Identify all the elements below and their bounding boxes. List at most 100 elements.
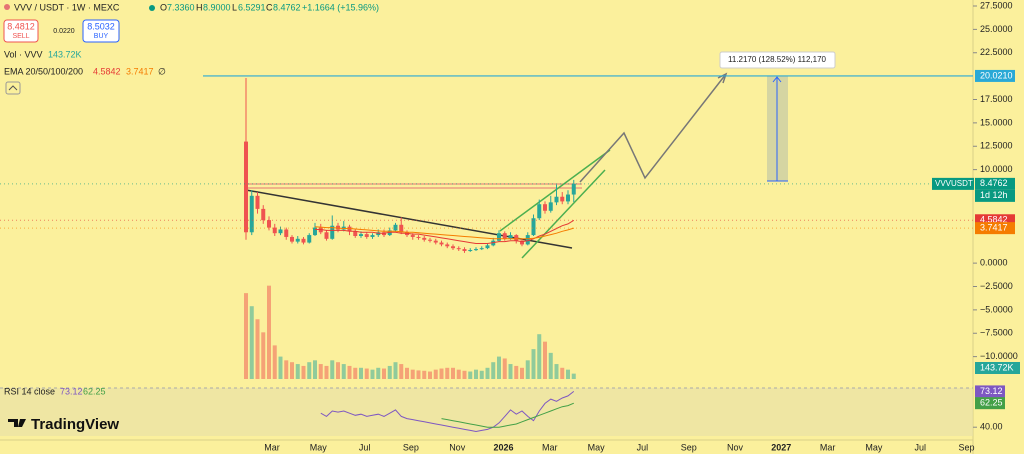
volume-bar [537,334,542,379]
candle-body [439,242,444,245]
candle-body [278,229,283,234]
volume-bar [353,367,358,379]
candle-body [543,204,547,211]
rsi-line [320,391,575,433]
volume-bar [318,364,323,379]
volume-bar [370,369,375,379]
x-tick-label: May [310,442,328,452]
symbol-icon [4,4,10,10]
rsi-ma-line [441,402,574,428]
logo-icon [8,419,26,427]
volume-bar [491,362,496,379]
volume-bar [451,367,455,379]
volume-bar [290,362,294,379]
x-tick-label: Mar [542,442,558,452]
symbol-tag [932,177,974,190]
volume-bar [485,367,490,379]
logo: TradingView [31,416,119,433]
candle-body [324,232,329,239]
volume-bar [324,365,329,379]
volume-bar [267,285,271,379]
channel-line [499,149,611,232]
sell-price: 8.4812 [7,21,35,31]
candle-body [353,231,358,237]
collapse-icon [8,85,18,91]
x-tick-label: 2027 [771,442,791,452]
y-tick-label: −7.5000 [980,328,1013,338]
price-tag [975,222,1015,235]
candle-body [393,224,398,231]
y-tick-label: 12.5000 [980,141,1013,151]
y-tick-label: 17.5000 [980,94,1013,104]
rsi-tick-label: 40.00 [980,422,1003,432]
candle-body [462,249,467,251]
candle-body [497,233,501,241]
candle-body [514,235,519,241]
x-tick-label: Jul [914,442,926,452]
x-tick-label: Mar [264,442,280,452]
y-tick-label: −5.0000 [980,304,1013,314]
change: +1.1664 (+15.96%) [302,2,379,12]
volume-bar [416,370,421,379]
candle-body [548,202,553,211]
volume-bar [548,352,553,379]
volume-bar [249,306,254,379]
candle-body [520,240,524,245]
volume-bar [497,356,501,379]
volume-bar [284,360,289,379]
candle-body [313,227,317,236]
volume-bar [439,368,444,379]
spread: 0.0220 [53,28,75,35]
candle-body [502,233,507,239]
price-tag [975,69,1015,82]
volume-bar [272,345,277,379]
volume-bar [359,367,363,379]
buy-button[interactable] [82,19,120,43]
candle-body [295,238,300,242]
candle-body [485,245,490,249]
rsi-label: RSI 14 close [4,386,55,396]
x-tick-label: May [865,442,883,452]
volume-bar [393,362,398,379]
sell-button[interactable] [3,19,39,43]
ohlc-value: 7.3360 [167,2,195,12]
x-tick-label: Mar [820,442,836,452]
volume-bar [543,341,547,379]
candle-body [474,249,478,251]
ohlc-key: C [266,2,273,12]
volume-bar [330,360,335,379]
ohlc-key: L [232,2,237,12]
candle-body [255,195,260,209]
volume-tag [975,362,1020,374]
x-tick-label: Sep [958,442,974,452]
volume-bar [456,369,461,379]
ema20-line [315,219,575,244]
volume-bar [382,368,386,379]
volume-bar [525,360,530,379]
rsi-value: 73.12 [60,386,83,396]
rsi-tag-label: 62.25 [980,398,1003,408]
volume-bar [433,369,438,379]
candle-body [479,248,484,250]
projection-arrow [717,72,728,84]
candle-body [272,227,277,234]
ema20-value: 4.5842 [93,66,121,76]
ema50-value: 3.7417 [126,66,154,76]
volume-bar [347,365,352,379]
candle-body [456,248,461,250]
volume-bar [255,319,260,379]
x-tick-label: 2026 [493,442,513,452]
status-dot [149,5,155,11]
volume-bar [278,356,283,379]
ema-label: EMA 20/50/100/200 [4,66,83,76]
collapse-button[interactable] [5,81,21,95]
candle-body [410,235,415,237]
candle-body [330,225,335,239]
rsi-tag [975,385,1005,398]
candle-body [364,234,369,237]
countdown: 1d 12h [980,190,1008,200]
y-tick-label: 0.0000 [980,258,1008,268]
x-tick-label: Jul [637,442,649,452]
candle-body [422,237,427,240]
